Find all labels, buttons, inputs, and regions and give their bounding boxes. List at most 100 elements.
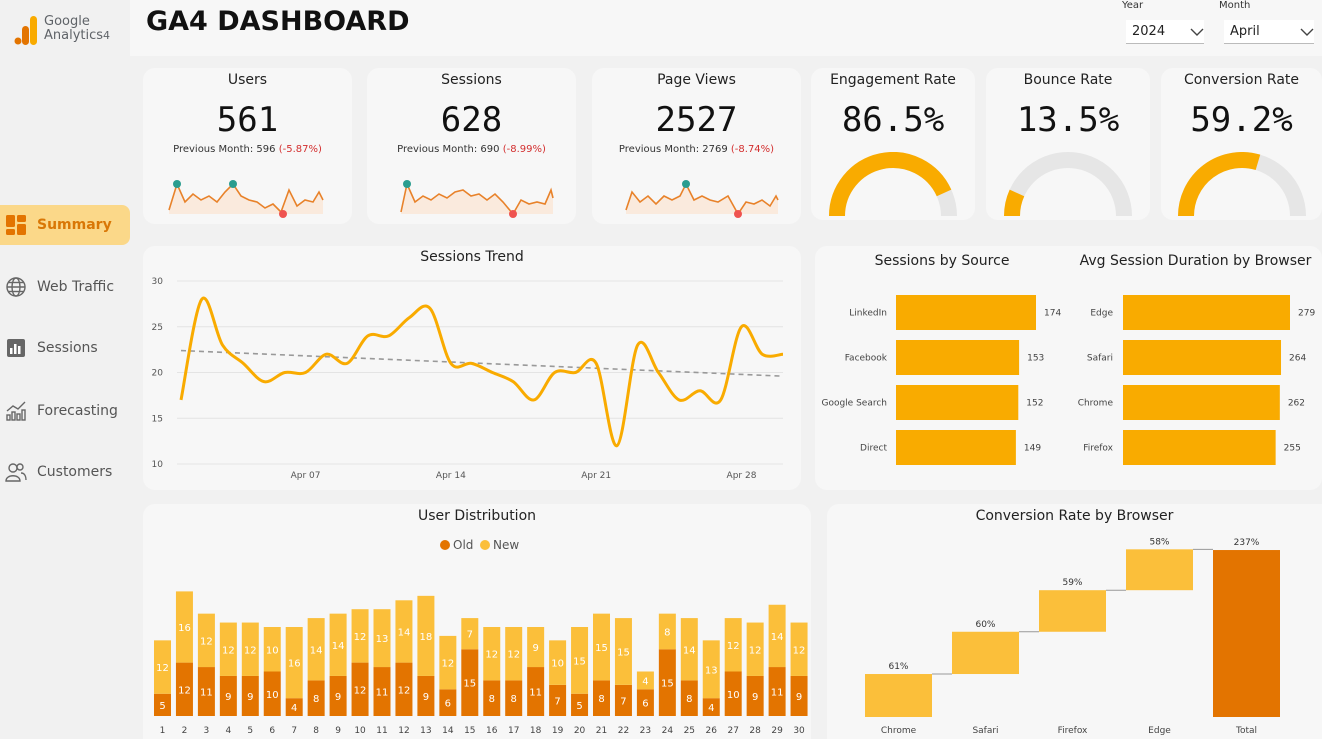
bar-value-label: 153: [1027, 354, 1044, 364]
sessions-trend-chart: 10 15 20 25 30 Apr 07 Apr 14 Apr 21 Apr 28: [152, 277, 784, 481]
kpi-delta: (-8.99%): [502, 144, 546, 155]
rate-value: 59.2%: [1190, 100, 1293, 140]
x-tick-label: Apr 14: [436, 471, 466, 481]
month-label: Month: [1219, 0, 1251, 11]
x-tick-label: 4: [225, 726, 231, 736]
bar-value-label: 11: [376, 688, 389, 699]
kpi-card-page-views: Page Views 2527 Previous Month: 2769 (-8…: [592, 68, 801, 224]
line-chart-icon: [4, 399, 28, 423]
page-title: GA4 DASHBOARD: [146, 6, 410, 37]
bounce-gauge: [1004, 152, 1132, 216]
bar-value-label: 8: [686, 694, 692, 705]
bar-value-label: 7: [467, 630, 473, 641]
min-marker: [279, 210, 287, 218]
header-bar: GA4 DASHBOARD Year 2024 Month April: [130, 0, 1322, 56]
bar-value-label: 9: [796, 692, 802, 703]
bar-value-label: 12: [354, 632, 367, 643]
sessions-trend-card: Sessions Trend 10 15 20 25 30 Apr 07 Apr 14 Apr…: [143, 246, 801, 490]
bar-value-label: 12: [156, 663, 169, 674]
nav-label-web-traffic: Web Traffic: [37, 279, 115, 295]
gauge-fill: [1004, 189, 1025, 216]
kpi-previous: Previous Month: 2769 (-8.74%): [592, 144, 801, 155]
bar: [896, 385, 1019, 420]
rate-card-bounce: Bounce Rate 13.5%: [986, 68, 1150, 220]
bar: [896, 340, 1020, 375]
bar-segment-old: [329, 675, 347, 716]
bar-value-label: 13: [376, 634, 389, 645]
x-tick-label: 25: [684, 726, 695, 736]
kpi-previous-label: Previous Month: 690: [397, 144, 500, 155]
users-icon: [4, 460, 28, 484]
bar-value-label: 15: [661, 679, 674, 690]
bar-value-label: 12: [441, 659, 454, 670]
engagement-gauge: [829, 152, 957, 216]
rate-title: Bounce Rate: [1023, 72, 1113, 88]
nav-item-web-traffic[interactable]: Web Traffic: [0, 267, 130, 307]
sessions-sparkline: [400, 180, 554, 218]
bar-value-label: 16: [288, 659, 301, 670]
bar-value-label: 58%: [1149, 537, 1169, 547]
nav-item-sessions[interactable]: Sessions: [0, 328, 130, 368]
bar-value-label: 12: [244, 645, 257, 656]
x-tick-label: 28: [749, 726, 761, 736]
bar-segment-new: [351, 609, 369, 663]
bar-category-label: Firefox: [1083, 444, 1113, 454]
bar-segment-new: [285, 627, 303, 699]
nav-item-forecasting[interactable]: Forecasting: [0, 391, 130, 431]
bar-value-label: 12: [398, 685, 411, 696]
bar-value-label: 14: [332, 641, 345, 652]
bar-segment-old: [549, 684, 567, 716]
bar-value-label: 5: [576, 701, 582, 712]
bar-segment-new: [373, 609, 391, 668]
bar: [1123, 385, 1280, 420]
year-select[interactable]: 2024: [1126, 20, 1204, 44]
max-marker: [229, 180, 237, 188]
bar-segment-old: [658, 649, 676, 716]
trend-line: [180, 349, 784, 377]
year-label: Year: [1122, 0, 1144, 11]
bar-value-label: 4: [708, 703, 714, 714]
bar-value-label: 5: [159, 701, 165, 712]
nav-label-summary: Summary: [37, 217, 112, 233]
month-select[interactable]: April: [1224, 20, 1314, 44]
bar-segment-old: [702, 698, 720, 716]
rate-title: Engagement Rate: [830, 72, 956, 88]
x-tick-label: Edge: [1148, 726, 1171, 736]
bar-value-label: 14: [771, 632, 784, 643]
nav-item-summary[interactable]: Summary: [0, 205, 130, 245]
x-tick-label: Total: [1235, 726, 1257, 736]
sessions-line: [179, 296, 784, 448]
bar-segment-old: [680, 680, 698, 716]
bar-segment-old: [219, 675, 237, 716]
rate-value: 86.5%: [841, 100, 945, 140]
bar-value-label: 4: [291, 703, 297, 714]
x-tick-label: 15: [464, 726, 475, 736]
bar-value-label: 59%: [1062, 578, 1082, 588]
x-tick-label: 22: [618, 726, 629, 736]
bar-segment-new: [307, 618, 325, 681]
ga-logo: Google Analytics4: [14, 14, 124, 48]
x-tick-label: 9: [335, 726, 341, 736]
bar-segment-old: [461, 649, 479, 716]
month-value: April: [1230, 24, 1260, 39]
bar-value-label: 12: [485, 650, 498, 661]
bar-value-label: 60%: [975, 620, 995, 630]
bar: [1123, 340, 1282, 375]
bar-segment-new: [746, 622, 764, 676]
bar-segment-new: [263, 627, 281, 672]
bar-segment-old: [790, 675, 808, 716]
bar-segment-new: [527, 627, 545, 668]
x-tick-label: 6: [269, 726, 275, 736]
bar-value-label: 9: [335, 692, 341, 703]
nav-item-customers[interactable]: Customers: [0, 452, 130, 492]
bar-value-label: 9: [423, 692, 429, 703]
bar-value-label: 15: [617, 647, 630, 658]
bar: [1123, 295, 1290, 330]
x-tick-label: 24: [662, 726, 674, 736]
kpi-previous: Previous Month: 690 (-8.99%): [367, 144, 576, 155]
bar-segment-new: [439, 635, 457, 690]
logo-sup: 4: [103, 29, 111, 42]
logo-line2: Analytics: [44, 28, 104, 43]
bar-segment-old: [175, 662, 193, 716]
bar-segment-old: [154, 693, 171, 716]
